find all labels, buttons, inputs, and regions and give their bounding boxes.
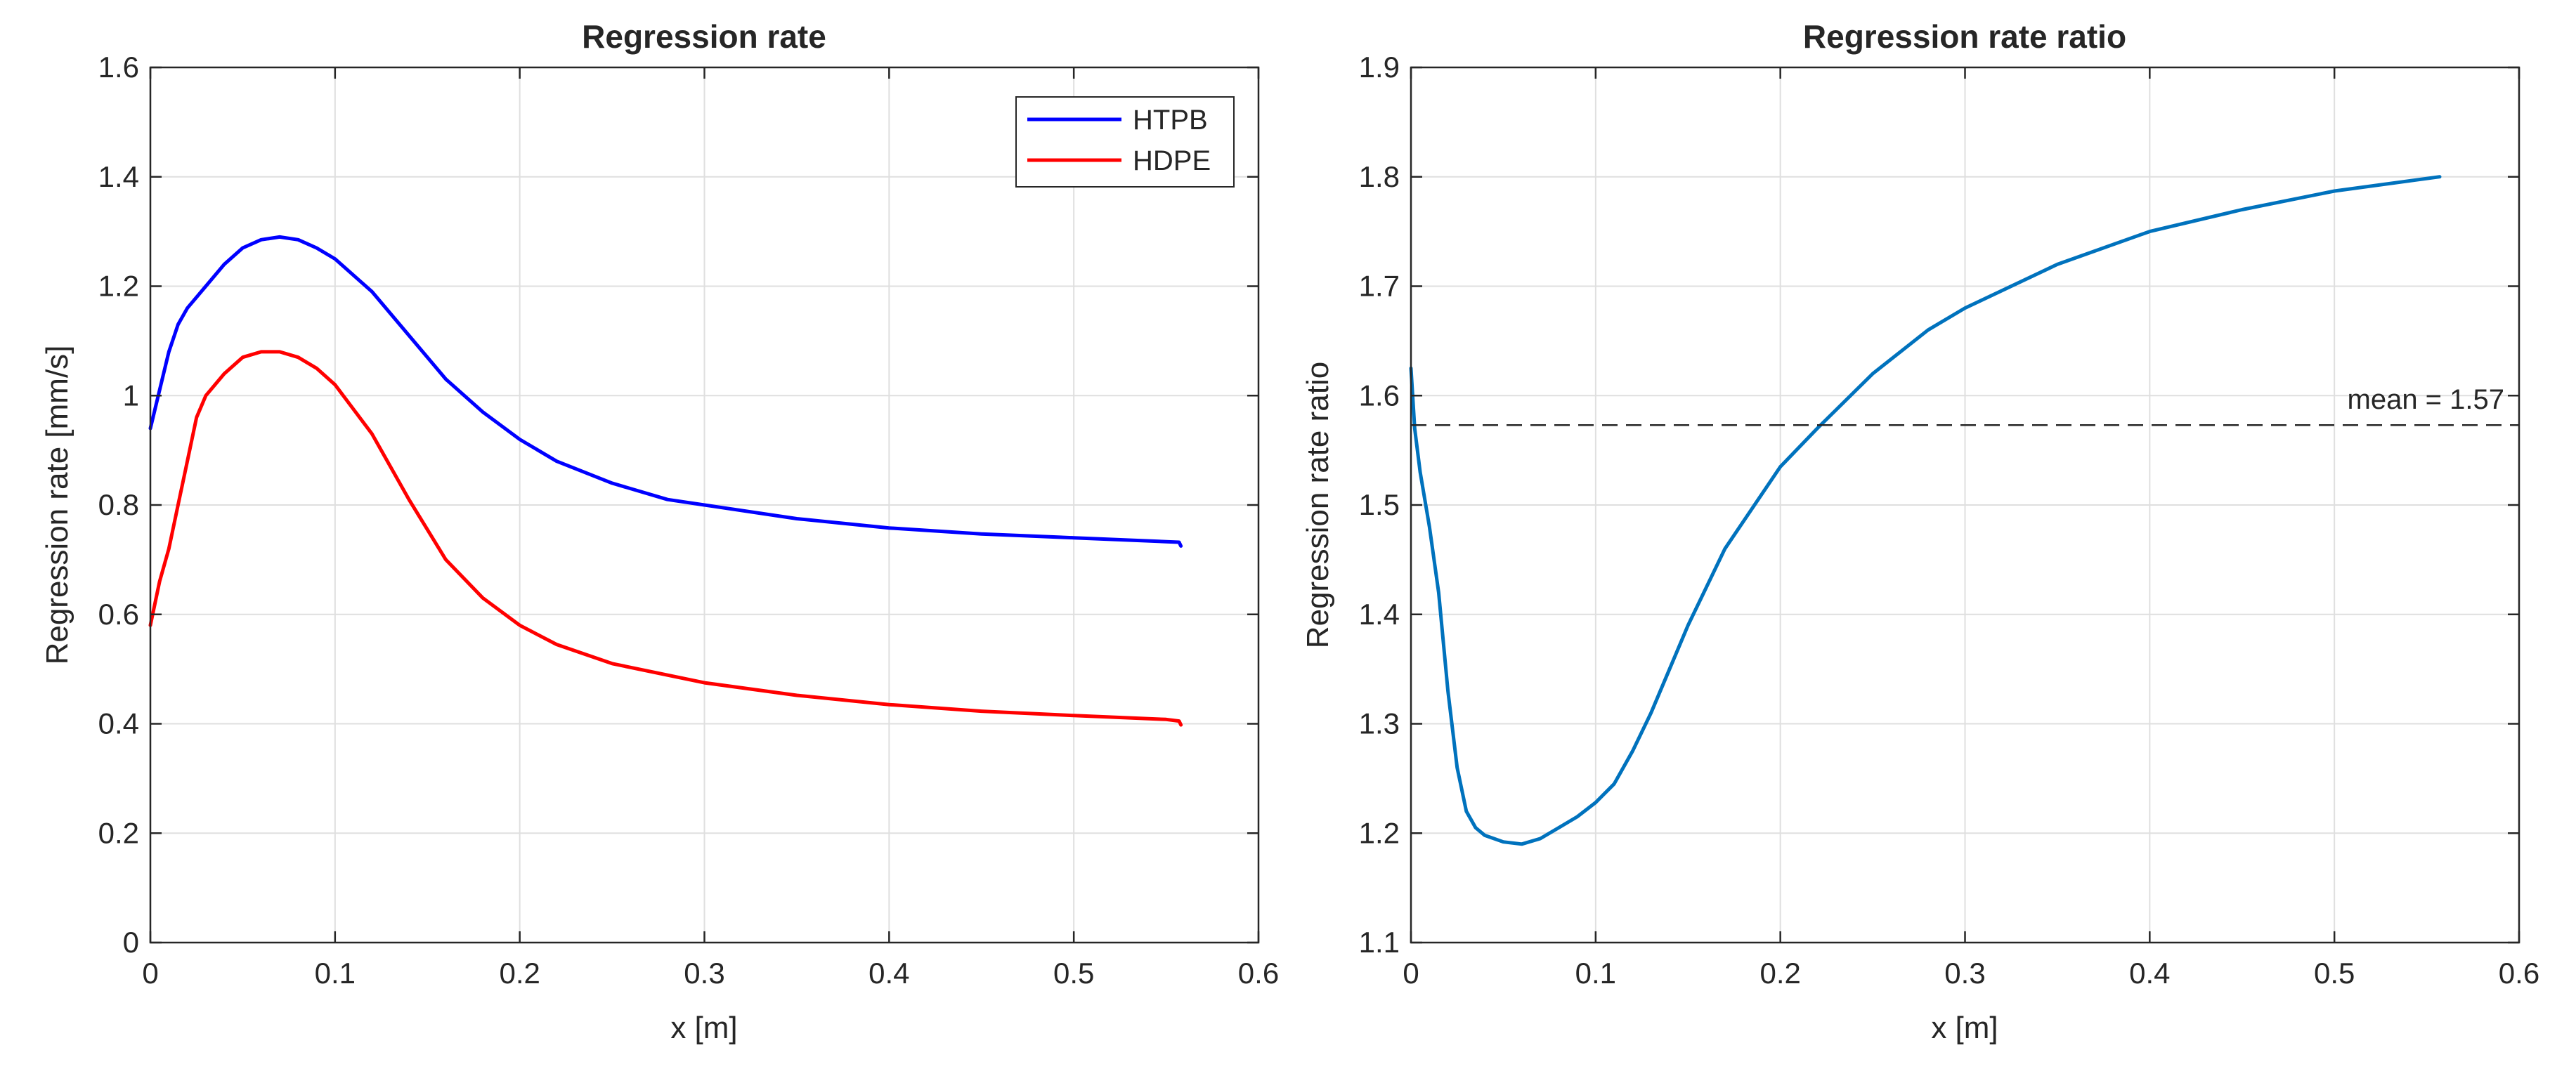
x-tick-label: 0.2 — [1759, 957, 1800, 990]
y-axis-label: Regression rate [mm/s] — [40, 346, 74, 665]
grid-lines — [1411, 67, 2519, 943]
x-tick-label: 0.2 — [499, 957, 540, 990]
legend-box — [1015, 96, 1235, 188]
x-axis-label: x [m] — [670, 1011, 737, 1045]
x-tick-label: 0.4 — [869, 957, 909, 990]
mean-annotation: mean = 1.57 — [2348, 384, 2505, 415]
legend-label-hdpe: HDPE — [1133, 145, 1211, 176]
x-tick-label: 0.5 — [1053, 957, 1094, 990]
y-tick-label: 1.7 — [1359, 270, 1400, 303]
y-tick-label: 1.6 — [1359, 379, 1400, 412]
legend-label-htpb: HTPB — [1133, 105, 1208, 136]
x-tick-label: 0.3 — [1944, 957, 1985, 990]
y-tick-label: 0.8 — [98, 488, 139, 521]
y-tick-label: 1.9 — [1359, 51, 1400, 84]
regression-rate-ratio-chart: 0 0.1 0.2 0.3 0.4 0.5 0.6 1.1 1.2 1.3 1.4 1.5 1.6 1.7… — [1301, 18, 2539, 1045]
x-tick-label: 0 — [142, 957, 158, 990]
y-tick-label: 1 — [123, 379, 139, 412]
y-tick-label: 0 — [123, 926, 139, 959]
chart-title: Regression rate — [582, 18, 826, 55]
x-tick-label: 0.3 — [684, 957, 724, 990]
x-tick-label: 0.5 — [2314, 957, 2355, 990]
y-tick-label: 1.4 — [98, 160, 139, 193]
x-tick-label: 0.6 — [2499, 957, 2539, 990]
tick-layer: 0 0.1 0.2 0.3 0.4 0.5 0.6 0 0.2 0.4 0.6 0.8 1 1.2 1.4 1… — [98, 51, 1280, 990]
y-tick-label: 1.2 — [98, 270, 139, 303]
legend: HTPB HDPE — [1015, 96, 1235, 188]
y-tick-label: 0.4 — [98, 707, 139, 740]
y-axis-label: Regression rate ratio — [1301, 362, 1335, 648]
y-tick-label: 0.6 — [98, 598, 139, 631]
x-axis-label: x [m] — [1931, 1011, 1998, 1045]
series-layer — [1409, 175, 2442, 846]
y-tick-label: 0.2 — [98, 816, 139, 849]
series-line-hdpe — [148, 350, 1183, 727]
x-tick-label: 0.6 — [1238, 957, 1279, 990]
series-layer — [148, 235, 1183, 727]
y-tick-label: 1.5 — [1359, 488, 1400, 521]
y-tick-label: 1.6 — [98, 51, 139, 84]
y-tick-label: 1.8 — [1359, 160, 1400, 193]
series-line-ratio — [1409, 175, 2442, 846]
series-line-htpb — [148, 235, 1183, 548]
x-tick-label: 0.1 — [1575, 957, 1616, 990]
y-tick-label: 1.1 — [1359, 926, 1400, 959]
x-tick-label: 0 — [1403, 957, 1419, 990]
y-tick-label: 1.2 — [1359, 816, 1400, 849]
x-tick-label: 0.4 — [2129, 957, 2170, 990]
regression-rate-chart: 0 0.1 0.2 0.3 0.4 0.5 0.6 0 0.2 0.4 0.6 0.8 1 1.2 1.4 1… — [40, 18, 1279, 1045]
tick-layer: 0 0.1 0.2 0.3 0.4 0.5 0.6 1.1 1.2 1.3 1.4 1.5 1.6 1.7… — [1359, 51, 2540, 990]
x-tick-label: 0.1 — [315, 957, 356, 990]
y-tick-label: 1.4 — [1359, 598, 1400, 631]
grid-lines — [150, 67, 1258, 943]
y-tick-label: 1.3 — [1359, 707, 1400, 740]
chart-title: Regression rate ratio — [1803, 18, 2126, 55]
